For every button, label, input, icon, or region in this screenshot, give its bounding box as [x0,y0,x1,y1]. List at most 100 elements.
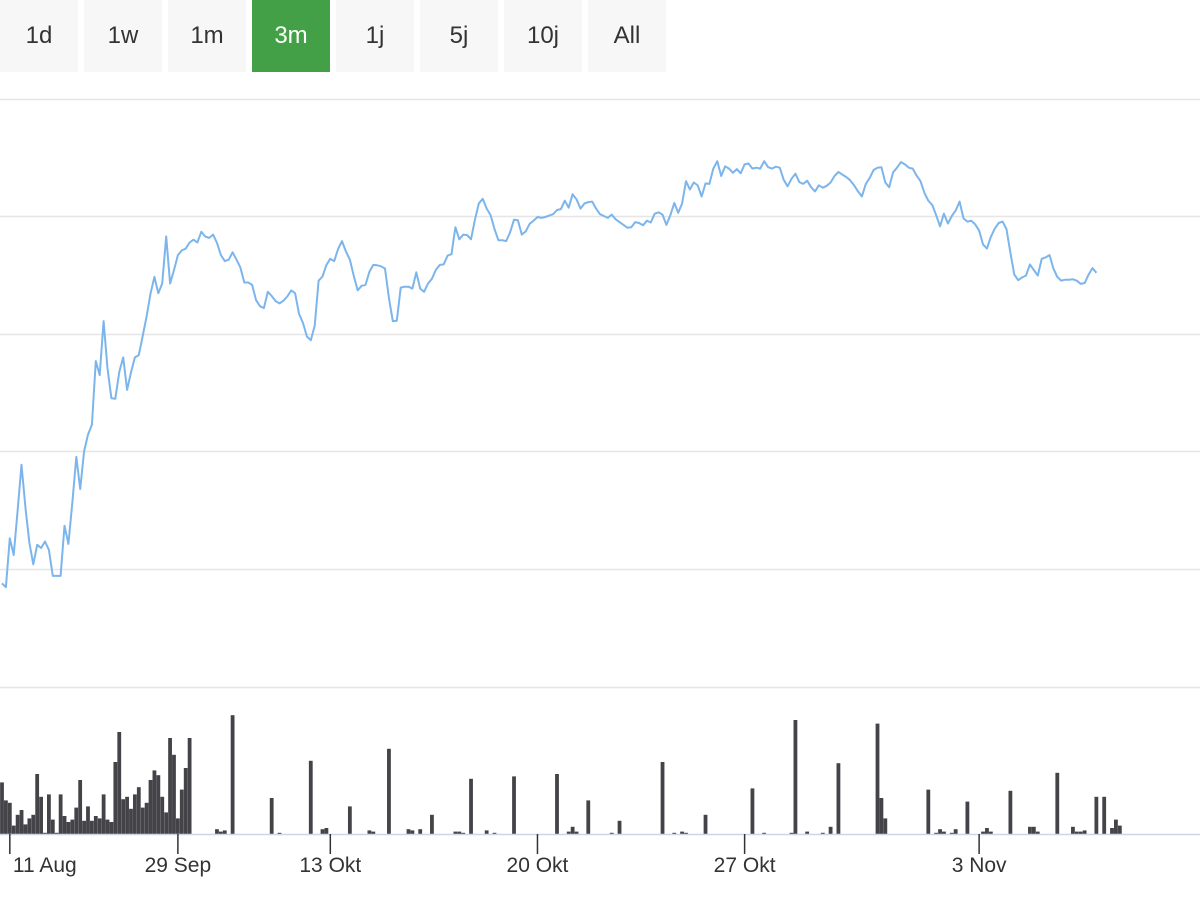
volume-bar [93,816,98,834]
volume-bar [179,789,184,834]
volume-bar [66,822,71,834]
volume-bar [555,774,559,834]
volume-bar [805,831,810,834]
volume-bar [70,819,75,834]
volume-bar [942,831,946,834]
volume-bar [1008,790,1013,834]
volume-bar [1114,819,1118,834]
volume-bar [215,829,219,834]
volume-bar [324,828,329,834]
volume-bar [988,831,993,834]
volume-bar [371,831,376,834]
volume-bar [430,814,434,834]
volume-bar [132,794,137,834]
grid-lines [0,98,1200,689]
volume-bar [222,830,227,834]
volume-bar [469,778,473,834]
volume-bar [168,738,172,834]
volume-bar [586,800,591,834]
volume-bar [418,829,423,834]
volume-bar [453,831,458,834]
volume-bar [820,832,825,834]
volume-bar [19,810,24,834]
volume-bar [7,802,12,834]
volume-bar [1074,831,1079,834]
volume-bar [101,794,106,834]
price-line [1,160,1098,589]
volume-bar [15,814,20,834]
volume-bar [183,768,188,834]
range-button-1j[interactable]: 1j [336,0,414,72]
volume-bar [86,806,90,834]
volume-bar [617,820,622,834]
range-button-1d[interactable]: 1d [0,0,78,72]
volume-bar [949,832,954,834]
volume-bar [164,812,169,834]
volume-bar [218,831,223,834]
volume-bar [750,788,755,834]
volume-bar [160,796,165,834]
x-axis: 11 Aug 29 Sep 13 Okt 20 Okt 27 Okt 3 Nov [0,833,1200,877]
volume-bar [136,787,141,834]
volume-bar [574,831,579,834]
volume-bar [121,799,126,834]
volume-bar [1031,826,1036,834]
x-tick-label: 29 Sep [145,854,212,877]
volume-bar [47,794,51,834]
volume-bar [156,775,161,834]
range-button-10j[interactable]: 10j [504,0,582,72]
volume-bar [387,748,391,834]
volume-bar [11,825,16,834]
volume-bar [140,807,145,834]
volume-bar [1055,772,1060,834]
range-selector: 1d 1w 1m 3m 1j 5j 10j All [0,0,672,72]
volume-bar [54,832,59,834]
volume-bar [144,802,149,834]
volume-bar [31,814,36,834]
volume-bar [62,816,67,834]
price-line-layer [1,160,1098,589]
volume-bar [836,763,841,834]
volume-bar [35,774,40,834]
volume-bar [1110,828,1114,834]
volume-bar [953,829,958,834]
volume-bar [367,830,372,834]
volume-bar [347,806,352,834]
volume-bar [484,830,489,834]
volume-bar [879,798,884,834]
volume-bar [793,720,798,834]
range-button-3m[interactable]: 3m [252,0,330,72]
range-button-1m[interactable]: 1m [168,0,246,72]
volume-bar [680,831,684,834]
volume-bar [672,832,677,834]
volume-bar [78,780,83,834]
volume-bar [875,723,880,834]
volume-bar [129,808,133,834]
volume-bar [1028,826,1032,834]
volume-bar [82,820,86,834]
x-tick-label: 13 Okt [299,854,361,877]
volume-bar [23,824,28,834]
volume-bar [0,782,4,834]
volume-bar [39,796,43,834]
volume-bar [1035,831,1040,834]
volume-bar [113,762,118,834]
volume-bar [457,831,462,834]
volume-bar [269,798,274,834]
range-button-all[interactable]: All [588,0,666,72]
volume-bar [175,818,180,834]
volume-bar [320,829,325,834]
volume-bar [883,818,888,834]
range-button-5j[interactable]: 5j [420,0,498,72]
volume-bar [566,831,571,834]
volume-bar [74,807,79,834]
volume-bar [461,832,466,834]
volume-bar [1082,830,1087,834]
volume-bar [762,832,767,834]
volume-bar [125,796,129,834]
volume-bar [512,776,516,834]
range-button-1w[interactable]: 1w [84,0,162,72]
volume-bar [660,762,665,834]
volume-bar [277,832,282,834]
